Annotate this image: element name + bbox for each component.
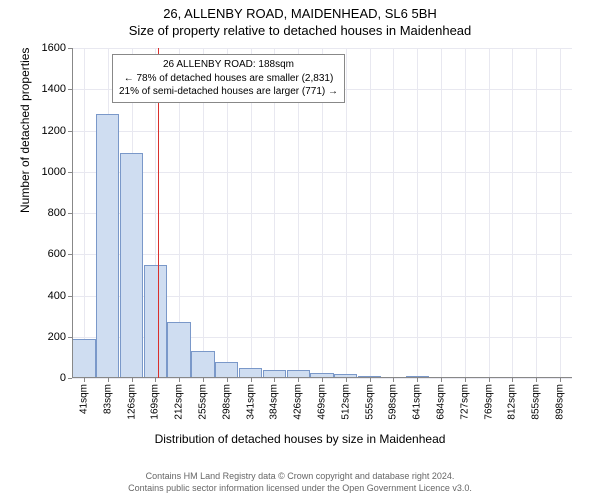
grid-line-vertical	[346, 48, 347, 378]
ytick-label: 800	[48, 207, 66, 219]
xtick-label: 598sqm	[388, 384, 399, 420]
histogram-bar	[167, 322, 190, 378]
chart-container: 26, ALLENBY ROAD, MAIDENHEAD, SL6 5BH Si…	[0, 0, 600, 500]
xtick-label: 426sqm	[293, 384, 304, 420]
footer-line2: Contains public sector information licen…	[0, 482, 600, 494]
ytick-label: 400	[48, 290, 66, 302]
xtick-mark	[417, 378, 418, 382]
xtick-label: 555sqm	[364, 384, 375, 420]
footer-attribution: Contains HM Land Registry data © Crown c…	[0, 470, 600, 494]
xtick-mark	[370, 378, 371, 382]
xtick-mark	[560, 378, 561, 382]
xtick-label: 169sqm	[150, 384, 161, 420]
ytick-label: 1000	[42, 166, 66, 178]
xtick-label: 384sqm	[269, 384, 280, 420]
grid-line-vertical	[84, 48, 85, 378]
ytick-label: 1600	[42, 42, 66, 54]
xtick-mark	[179, 378, 180, 382]
histogram-bar	[191, 351, 214, 378]
chart-title-line1: 26, ALLENBY ROAD, MAIDENHEAD, SL6 5BH	[0, 0, 600, 21]
grid-line-vertical	[489, 48, 490, 378]
histogram-bar	[144, 265, 167, 378]
xtick-label: 727sqm	[459, 384, 470, 420]
xtick-mark	[155, 378, 156, 382]
histogram-bar	[120, 153, 143, 378]
ytick-label: 1200	[42, 125, 66, 137]
xtick-mark	[536, 378, 537, 382]
annotation-line1: 26 ALLENBY ROAD: 188sqm	[119, 58, 338, 72]
xtick-label: 684sqm	[436, 384, 447, 420]
xtick-mark	[108, 378, 109, 382]
xtick-label: 212sqm	[174, 384, 185, 420]
histogram-bar	[72, 339, 95, 378]
ytick-label: 0	[60, 372, 66, 384]
xtick-mark	[203, 378, 204, 382]
chart-title-line2: Size of property relative to detached ho…	[0, 21, 600, 38]
xtick-label: 83sqm	[102, 384, 113, 414]
xtick-mark	[512, 378, 513, 382]
xtick-label: 469sqm	[317, 384, 328, 420]
xtick-mark	[465, 378, 466, 382]
xtick-label: 512sqm	[340, 384, 351, 420]
xtick-mark	[441, 378, 442, 382]
xtick-mark	[393, 378, 394, 382]
xtick-mark	[251, 378, 252, 382]
annotation-line2: ← 78% of detached houses are smaller (2,…	[119, 72, 338, 86]
annotation-box: 26 ALLENBY ROAD: 188sqm← 78% of detached…	[112, 54, 345, 103]
xtick-label: 641sqm	[412, 384, 423, 420]
xtick-mark	[298, 378, 299, 382]
xtick-label: 341sqm	[245, 384, 256, 420]
xtick-label: 298sqm	[221, 384, 232, 420]
footer-line1: Contains HM Land Registry data © Crown c…	[0, 470, 600, 482]
grid-line-vertical	[536, 48, 537, 378]
histogram-bar	[96, 114, 119, 378]
ytick-label: 200	[48, 331, 66, 343]
xtick-mark	[274, 378, 275, 382]
grid-line-vertical	[441, 48, 442, 378]
xtick-label: 41sqm	[78, 384, 89, 414]
xtick-label: 126sqm	[126, 384, 137, 420]
grid-line-vertical	[370, 48, 371, 378]
x-axis-label: Distribution of detached houses by size …	[0, 432, 600, 446]
histogram-bar	[215, 362, 238, 379]
xtick-mark	[227, 378, 228, 382]
xtick-mark	[84, 378, 85, 382]
xtick-label: 812sqm	[507, 384, 518, 420]
ytick-label: 1400	[42, 83, 66, 95]
ytick-label: 600	[48, 248, 66, 260]
ytick-mark	[68, 378, 72, 379]
xtick-label: 855sqm	[531, 384, 542, 420]
xtick-mark	[489, 378, 490, 382]
grid-line-vertical	[393, 48, 394, 378]
xtick-label: 898sqm	[555, 384, 566, 420]
grid-line-vertical	[465, 48, 466, 378]
xtick-label: 255sqm	[197, 384, 208, 420]
xtick-label: 769sqm	[483, 384, 494, 420]
y-axis-line	[72, 48, 73, 378]
x-axis-line	[72, 377, 572, 378]
y-axis-label: Number of detached properties	[18, 48, 32, 213]
xtick-mark	[132, 378, 133, 382]
grid-line-vertical	[512, 48, 513, 378]
plot-area: 0200400600800100012001400160041sqm83sqm1…	[72, 48, 572, 378]
xtick-mark	[346, 378, 347, 382]
grid-line-vertical	[560, 48, 561, 378]
grid-line-vertical	[417, 48, 418, 378]
annotation-line3: 21% of semi-detached houses are larger (…	[119, 85, 338, 99]
xtick-mark	[322, 378, 323, 382]
